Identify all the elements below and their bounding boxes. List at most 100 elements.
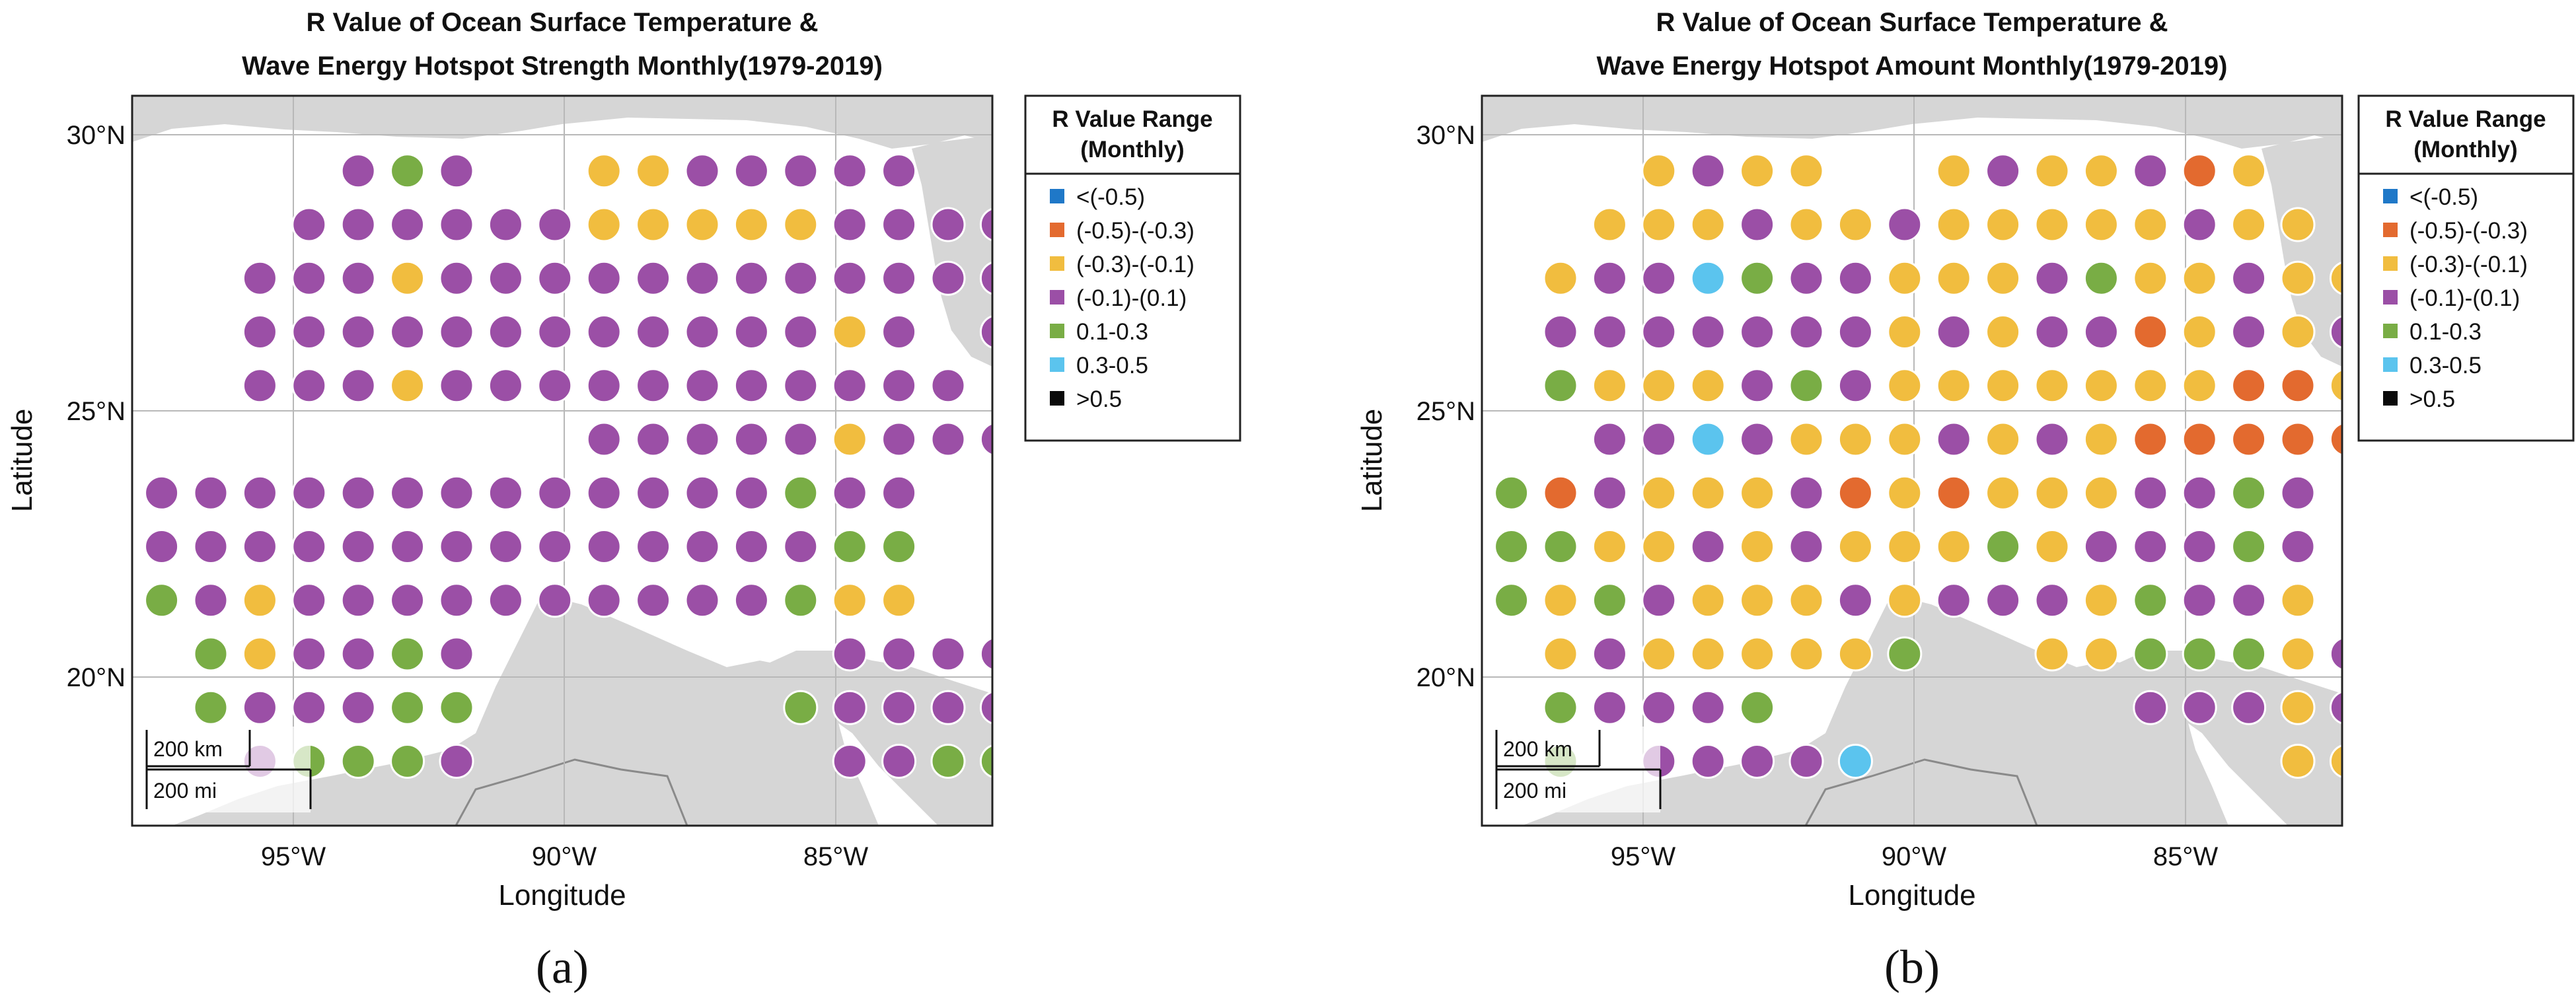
- panel-b-y-ticks: 30°N 25°N 20°N: [1417, 121, 1475, 692]
- panel-a-marker: [144, 529, 180, 564]
- panel-a-marker: [881, 207, 917, 242]
- panel-b-marker: [2034, 529, 2070, 564]
- panel-a-marker: [242, 260, 277, 296]
- panel-a-marker: [979, 690, 992, 725]
- panel-b-marker: [2034, 260, 2070, 296]
- panel-a-marker: [684, 529, 720, 564]
- panel-b-marker: [2280, 368, 2316, 404]
- panel-a-marker: [1030, 637, 1063, 670]
- panel-a-marker: [291, 529, 327, 564]
- panel-a-marker: [193, 529, 229, 564]
- panel-a-marker: [390, 744, 425, 779]
- panel-a-marker: [340, 153, 376, 189]
- panel-a-marker: [242, 690, 277, 725]
- panel-b-marker: [2280, 583, 2316, 618]
- panel-a-marker: [340, 529, 376, 564]
- panel-b-marker: [2329, 261, 2342, 295]
- panel-a-marker: [586, 368, 622, 404]
- panel-b-legend-label: (-0.1)-(0.1): [2410, 285, 2520, 311]
- panel-b-border: [1804, 758, 2038, 826]
- panel-b-marker: [1788, 421, 1824, 457]
- panel-a-marker: [390, 690, 425, 725]
- panel-b-legend-label: >0.5: [2410, 386, 2455, 412]
- panel-a-marker: [881, 421, 917, 457]
- panel-a-cuba: [760, 651, 992, 826]
- panel-b-marker: [2133, 314, 2168, 349]
- panel-b-scale-km: 200 km: [1503, 737, 1572, 761]
- panel-b-marker: [1592, 368, 1627, 404]
- panel-b-marker: [2182, 583, 2217, 618]
- panel-a-marker: [684, 368, 720, 404]
- panel-b-ytick: 20°N: [1417, 663, 1475, 692]
- panel-a-florida: [912, 135, 992, 367]
- panel-a-marker: [586, 475, 622, 511]
- panel-b-marker: [1740, 583, 1775, 618]
- panel-b-marker: [2429, 745, 2462, 778]
- panel-a-marker: [390, 207, 425, 242]
- panel-a-legend-swatch: [1050, 391, 1064, 406]
- panel-a-legend-swatch: [1050, 324, 1064, 338]
- panel-a-marker: [291, 475, 327, 511]
- panel-a-marker: [636, 260, 671, 296]
- panel-a-marker: [979, 315, 992, 349]
- panel-a-marker: [881, 690, 917, 725]
- panel-b-marker: [1641, 475, 1677, 511]
- panel-a-legend-label: 0.3-0.5: [1076, 353, 1148, 378]
- panel-b-marker: [1837, 260, 1873, 296]
- panel-a-marker: [684, 475, 720, 511]
- panel-a-marker: [193, 583, 229, 618]
- panel-b-marker: [1592, 475, 1627, 511]
- panel-b-marker: [1740, 529, 1775, 564]
- panel-b-marker: [1936, 583, 1971, 618]
- panel-a-marker: [881, 260, 917, 296]
- panel-b-marker: [1887, 583, 1923, 618]
- panel-b-marker: [1690, 690, 1726, 725]
- panel-b-marker: [1690, 583, 1726, 618]
- panel-b-marker: [2329, 422, 2342, 456]
- panel-a-marker: [537, 314, 573, 349]
- panel-b-marker: [2083, 153, 2119, 189]
- panel-b-marker: [1936, 421, 1971, 457]
- panel-a-marker: [684, 314, 720, 349]
- panel-a-legend-label: <(-0.5): [1076, 184, 1145, 210]
- panel-b-marker: [1690, 475, 1726, 511]
- panel-b-marker: [1936, 207, 1971, 242]
- panel-a-markers: [144, 153, 1063, 779]
- panel-a-title-line1: R Value of Ocean Surface Temperature &: [306, 8, 818, 37]
- panel-b-marker: [2280, 314, 2316, 349]
- panel-a-legend-swatch: [1050, 290, 1064, 305]
- panel-b-marker: [1690, 744, 1726, 779]
- panel-a-marker: [340, 207, 376, 242]
- panel-b-marker: [2133, 690, 2168, 725]
- panel-a-marker: [930, 744, 966, 779]
- panel-b-marker: [1788, 368, 1824, 404]
- panel-b-marker: [2133, 207, 2168, 242]
- panel-b-marker: [2083, 260, 2119, 296]
- panel-b-marker: [2182, 529, 2217, 564]
- panel-b-title-line1: R Value of Ocean Surface Temperature &: [1656, 8, 2168, 37]
- panel-a-marker: [832, 260, 867, 296]
- panel-b-marker: [2182, 690, 2217, 725]
- panel-b-legend: R Value Range (Monthly) <(-0.5) (-0.5)-(-…: [2357, 94, 2575, 442]
- panel-a-marker: [586, 583, 622, 618]
- panel-b-marker: [2329, 690, 2342, 725]
- panel-a-marker: [242, 475, 277, 511]
- panel-b-marker: [2280, 690, 2316, 725]
- panel-b-marker: [2231, 583, 2267, 618]
- panel-b-marker: [1543, 260, 1578, 296]
- panel-b-marker: [1887, 636, 1923, 672]
- panel-b-marker: [1740, 690, 1775, 725]
- panel-b-marker: [1592, 529, 1627, 564]
- panel-b-marker: [1543, 368, 1578, 404]
- panel-a-marker: [488, 260, 523, 296]
- panel-a-marker: [390, 314, 425, 349]
- panel-a-legend-label: >0.5: [1076, 386, 1122, 412]
- panel-a-marker: [636, 529, 671, 564]
- panel-b-marker: [2083, 314, 2119, 349]
- panel-b-legend-swatch: [2383, 223, 2398, 237]
- panel-a-marker: [733, 260, 769, 296]
- panel-a-legend-swatch: [1050, 189, 1064, 203]
- panel-b-marker: [1887, 260, 1923, 296]
- panel-b-marker: [1837, 368, 1873, 404]
- panel-b-marker: [2380, 745, 2413, 778]
